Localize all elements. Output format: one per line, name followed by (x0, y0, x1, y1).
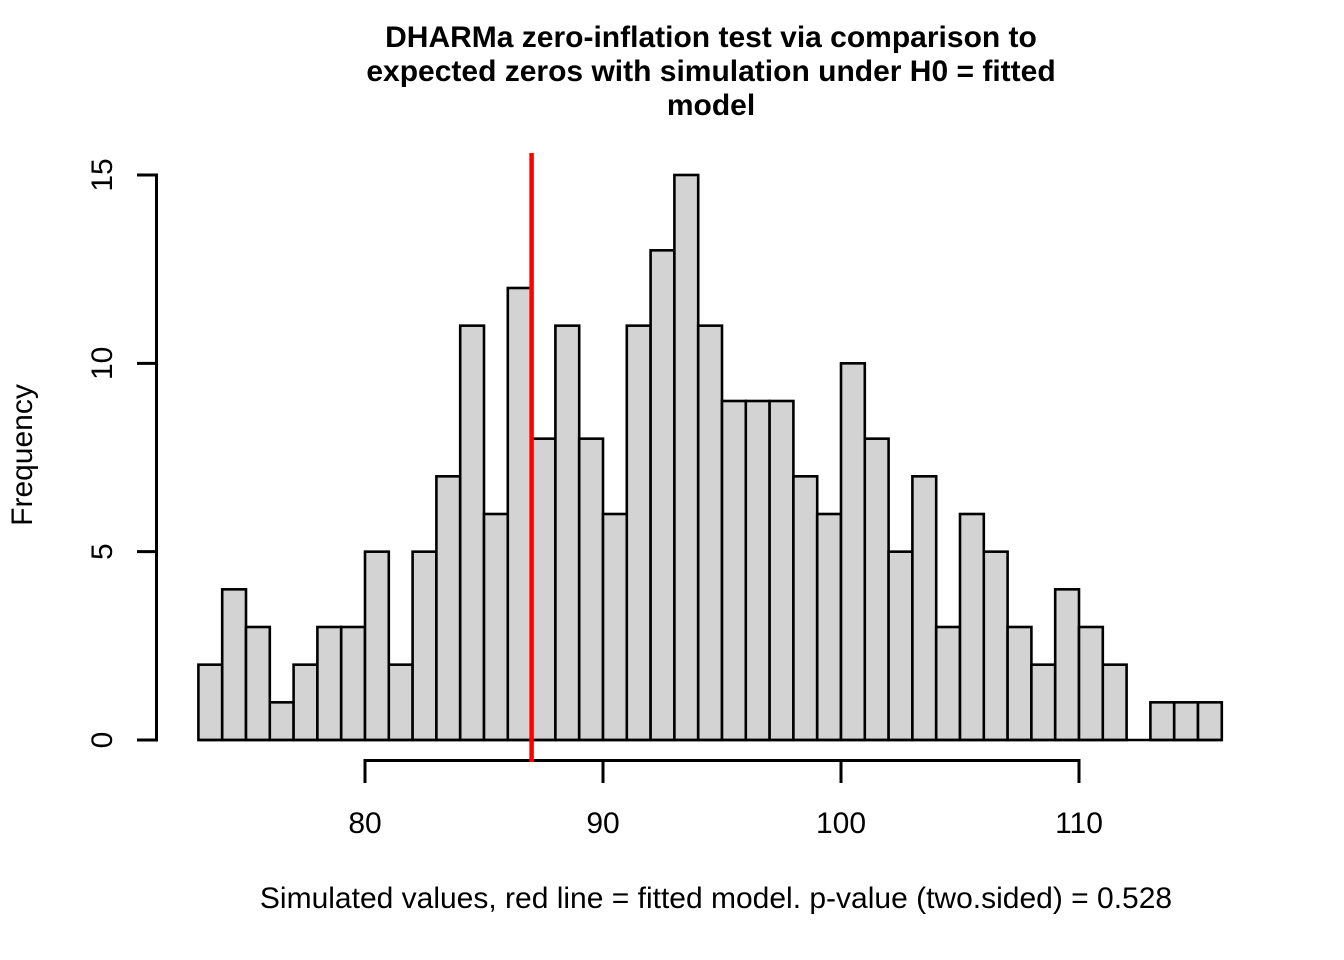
histogram-bar (506, 286, 533, 742)
histogram-bar (863, 437, 890, 742)
y-axis-label: Frequency (6, 384, 39, 526)
y-tick-label: 0 (86, 732, 119, 749)
histogram-bar (268, 701, 295, 742)
histogram-bar (601, 512, 629, 742)
x-tick-label: 100 (816, 807, 866, 840)
histogram-bar (482, 512, 510, 742)
histogram-bar (911, 475, 938, 742)
histogram-bar (625, 324, 652, 742)
histogram-bar (530, 437, 557, 742)
axes-layer: 0 5 10 15 80 90 100 110 (86, 158, 1103, 840)
histogram-bar (220, 588, 248, 742)
histogram-bar (1149, 701, 1176, 742)
histogram-bar (934, 625, 962, 742)
histogram-bar (1030, 663, 1057, 742)
histogram-bar (839, 362, 867, 742)
y-tick-label: 15 (86, 158, 119, 191)
histogram-bar (815, 512, 843, 742)
histogram-bar (958, 512, 986, 742)
histogram-bar (982, 550, 1009, 742)
histogram-bar (1053, 588, 1081, 742)
histogram-bar (411, 550, 438, 742)
histogram-bar (577, 437, 605, 742)
histogram-bar (1006, 625, 1033, 742)
histogram-bar (363, 550, 391, 742)
histogram-bar (1196, 701, 1224, 742)
histogram-bar (292, 663, 319, 742)
histogram-bar (887, 550, 914, 742)
x-tick-label: 90 (586, 807, 619, 840)
histogram-bar (339, 625, 367, 742)
x-tick-label: 80 (348, 807, 381, 840)
histogram-bar (649, 249, 676, 742)
chart-title-line-2: expected zeros with simulation under H0 … (366, 55, 1055, 88)
histogram-bar (1077, 625, 1105, 742)
histogram-bar (435, 475, 462, 742)
histogram-bar (244, 625, 272, 742)
histogram-bar (696, 324, 724, 742)
histogram-bar (1172, 701, 1200, 742)
histogram-bar (458, 324, 486, 742)
histogram-bar (1101, 663, 1128, 742)
histogram-bar (792, 475, 819, 742)
y-tick-label: 10 (86, 347, 119, 380)
x-tick-label: 110 (1055, 807, 1103, 840)
histogram-bar (744, 399, 771, 742)
x-axis-label: Simulated values, red line = fitted mode… (260, 882, 1172, 915)
y-tick-label: 5 (86, 543, 119, 560)
histogram-bar (197, 663, 224, 742)
chart-title-line-1: DHARMa zero-inflation test via compariso… (385, 21, 1037, 54)
histogram-bar (387, 663, 414, 742)
histogram-bar (554, 324, 581, 742)
histogram-bar (316, 625, 343, 742)
histogram-bar (673, 173, 700, 742)
histogram-bar (720, 399, 748, 742)
histogram-bars-layer (197, 173, 1224, 742)
histogram-bar (768, 399, 795, 742)
chart-title-line-3: model (667, 89, 755, 122)
